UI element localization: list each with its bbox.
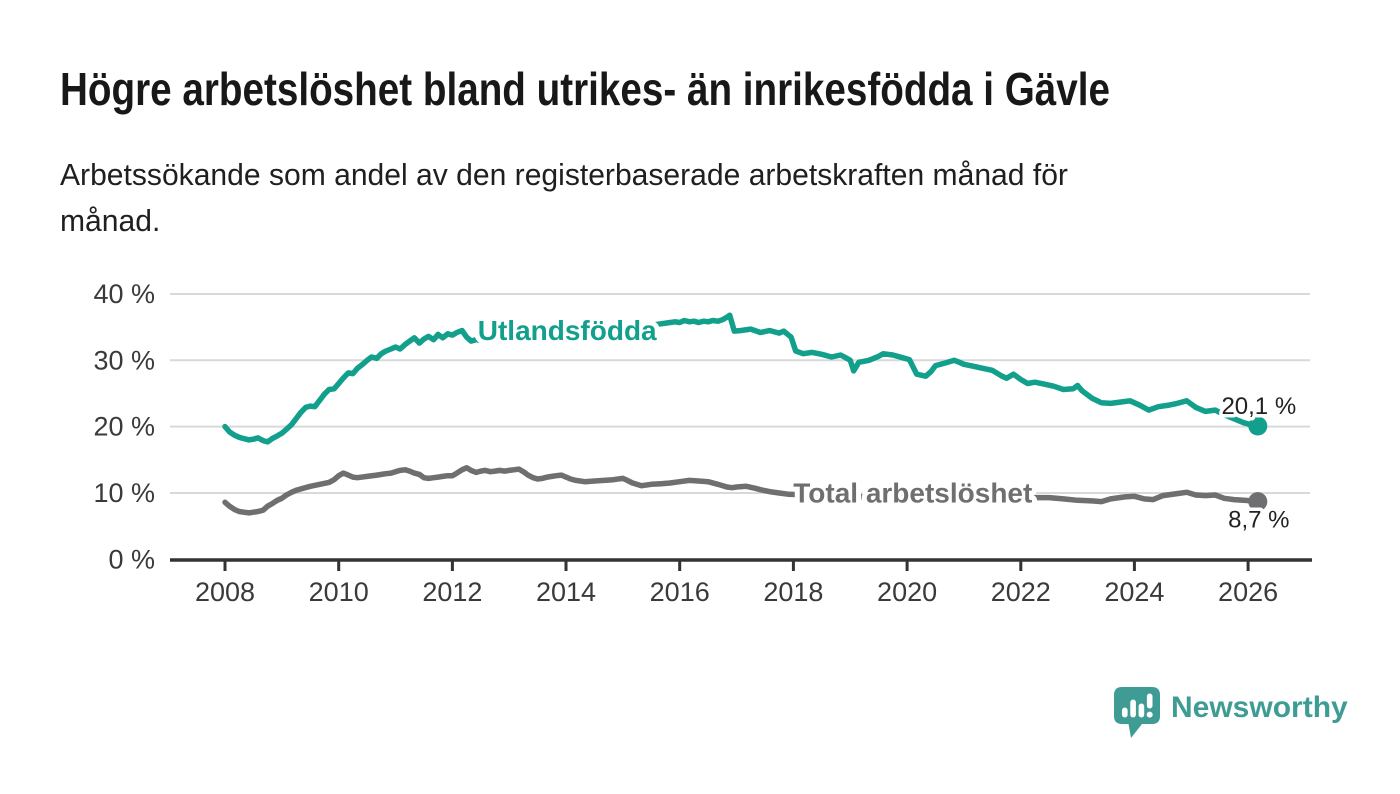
x-tick-label: 2008 bbox=[195, 577, 255, 607]
series-end-value-label: 20,1 % bbox=[1221, 393, 1296, 420]
y-tick-label: 40 % bbox=[93, 279, 155, 309]
x-tick-label: 2024 bbox=[1104, 577, 1164, 607]
x-tick-label: 2020 bbox=[877, 577, 937, 607]
logo-exclamation-dot bbox=[1146, 711, 1153, 718]
y-tick-label: 10 % bbox=[93, 478, 155, 508]
subtitle-line-1: Arbetssökande som andel av den registerb… bbox=[60, 157, 1068, 192]
series-inline-label: Utlandsfödda bbox=[478, 315, 657, 346]
y-tick-label: 0 % bbox=[108, 544, 155, 574]
series-inline-label: Total arbetslöshet bbox=[793, 477, 1032, 508]
x-tick-label: 2022 bbox=[991, 577, 1051, 607]
x-tick-label: 2016 bbox=[650, 577, 710, 607]
series-line-utlandsfodda bbox=[222, 312, 1261, 445]
logo-bar-3 bbox=[1138, 703, 1145, 718]
page-title: Högre arbetslöshet bland utrikes- än inr… bbox=[60, 63, 1110, 115]
series-line-total bbox=[222, 465, 1261, 516]
y-tick-label: 30 % bbox=[93, 345, 155, 375]
subtitle-line-2: månad. bbox=[60, 203, 161, 238]
series-end-dot bbox=[1248, 416, 1268, 436]
x-tick-label: 2014 bbox=[536, 577, 596, 607]
x-tick-label: 2010 bbox=[309, 577, 369, 607]
logo-exclamation-bar bbox=[1146, 693, 1153, 709]
series-end-value-label: 8,7 % bbox=[1228, 507, 1289, 534]
y-tick-label: 20 % bbox=[93, 412, 155, 442]
x-tick-label: 2018 bbox=[763, 577, 823, 607]
logo-bar-1 bbox=[1122, 707, 1128, 718]
series-end-dot bbox=[1248, 492, 1268, 512]
newsworthy-logo-icon bbox=[1114, 687, 1160, 738]
x-tick-label: 2026 bbox=[1218, 577, 1278, 607]
logo-bubble bbox=[1114, 687, 1160, 738]
x-tick-label: 2012 bbox=[422, 577, 482, 607]
logo-bar-2 bbox=[1130, 699, 1136, 718]
page-subtitle: Arbetssökande som andel av den registerb… bbox=[60, 152, 1068, 244]
brand-wordmark: Newsworthy bbox=[1171, 691, 1348, 724]
